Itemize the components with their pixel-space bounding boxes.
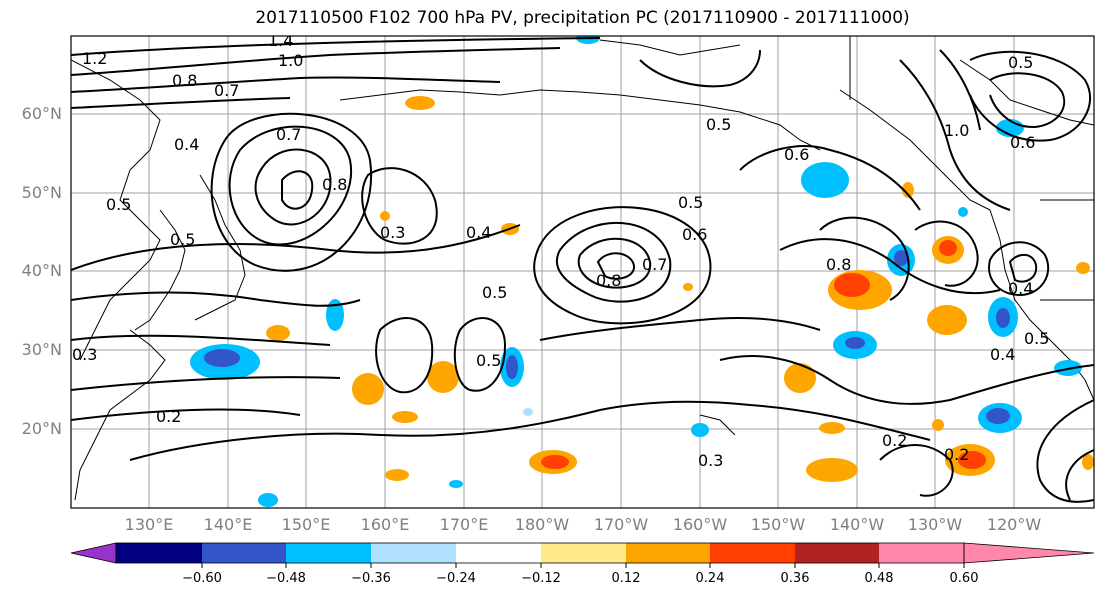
contour-label: 0.8 (596, 271, 621, 290)
pv-contours (71, 37, 1094, 503)
contour-label: 0.6 (784, 145, 809, 164)
contour-label: 0.5 (1008, 53, 1033, 72)
colorbar-extend-right (963, 542, 1095, 564)
lon-label: 150°E (281, 515, 331, 534)
colorbar-segment (286, 543, 371, 563)
contour-label: 0.4 (1008, 279, 1033, 298)
colorbar-tick-label: −0.36 (351, 571, 391, 586)
contour-label: 0.8 (322, 175, 347, 194)
lon-label: 170°E (439, 515, 489, 534)
precipitation-shading (190, 36, 1094, 507)
lat-label-40n: 40°N (21, 261, 62, 280)
contour-label: 0.8 (826, 255, 851, 274)
lon-label: 140°W (829, 515, 885, 534)
colorbar-tick-label: 0.36 (780, 571, 810, 586)
lon-label: 170°W (593, 515, 649, 534)
contour-label: 0.5 (106, 195, 131, 214)
lat-label-30n: 30°N (21, 340, 62, 359)
contour-label: 0.4 (466, 223, 491, 242)
contour-label: 1.4 (268, 31, 293, 50)
colorbar-tick-label: −0.48 (266, 571, 306, 586)
contour-label: 0.3 (698, 451, 723, 470)
contour-label: 0.7 (276, 125, 301, 144)
lon-label: 180°W (514, 515, 570, 534)
colorbar-segment (710, 543, 795, 563)
contour-label: 0.6 (1010, 133, 1035, 152)
colorbar-tick-label: 0.60 (949, 571, 979, 586)
colorbar-tick-label: 0.24 (695, 571, 725, 586)
colorbar-segment (456, 543, 541, 563)
colorbar-tick-label: −0.24 (436, 571, 476, 586)
lat-label-50n: 50°N (21, 183, 62, 202)
contour-label: 0.5 (170, 230, 195, 249)
colorbar-segment (116, 543, 202, 563)
colorbar-tick-label: 0.48 (864, 571, 894, 586)
contour-label: 0.4 (174, 135, 199, 154)
contour-label: 0.7 (214, 81, 239, 100)
colorbar-segment (541, 543, 626, 563)
lon-label: 160°W (672, 515, 728, 534)
contour-label: 0.6 (682, 225, 707, 244)
contour-label: 0.5 (476, 351, 501, 370)
colorbar-tick-label: −0.12 (521, 571, 561, 586)
colorbar-segment (879, 543, 964, 563)
contour-label: 0.5 (678, 193, 703, 212)
contour-label: 1.0 (944, 121, 969, 140)
lon-label: 160°E (360, 515, 410, 534)
contour-label: 1.2 (82, 49, 107, 68)
lat-label-60n: 60°N (21, 104, 62, 123)
map-title: 2017110500 F102 700 hPa PV, precipitatio… (255, 8, 910, 28)
colorbar-segment (371, 543, 456, 563)
colorbar-segment (626, 543, 710, 563)
lat-label-20n: 20°N (21, 419, 62, 438)
contour-label: 0.2 (156, 407, 181, 426)
lon-label: 150°W (750, 515, 806, 534)
lon-label: 120°W (986, 515, 1042, 534)
contour-label: 0.7 (642, 255, 667, 274)
colorbar-segment (795, 543, 879, 563)
contour-label: 0.8 (172, 71, 197, 90)
lon-label: 130°E (124, 515, 174, 534)
contour-label: 1.0 (278, 51, 303, 70)
colorbar-extend-left (70, 542, 117, 564)
contour-label: 0.5 (482, 283, 507, 302)
contour-label: 0.3 (72, 345, 97, 364)
colorbar-tick-label: −0.60 (182, 571, 222, 586)
contour-label: 0.2 (944, 445, 969, 464)
contour-label: 0.2 (882, 431, 907, 450)
contour-label: 0.5 (706, 115, 731, 134)
contour-label: 0.5 (1024, 329, 1049, 348)
map-border (70, 35, 1095, 509)
colorbar-segment (202, 543, 286, 563)
colorbar (70, 542, 1095, 568)
map-content: 1.2 1.4 1.0 0.8 0.7 0.4 0.5 0.5 0.7 0.8 … (71, 31, 1094, 508)
contour-label: 0.3 (380, 223, 405, 242)
contour-label: 0.4 (990, 345, 1015, 364)
colorbar-tick-label: 0.12 (611, 571, 641, 586)
lon-label: 130°W (907, 515, 963, 534)
lon-label: 140°E (203, 515, 253, 534)
contour-labels: 1.2 1.4 1.0 0.8 0.7 0.4 0.5 0.5 0.7 0.8 … (72, 31, 1049, 470)
